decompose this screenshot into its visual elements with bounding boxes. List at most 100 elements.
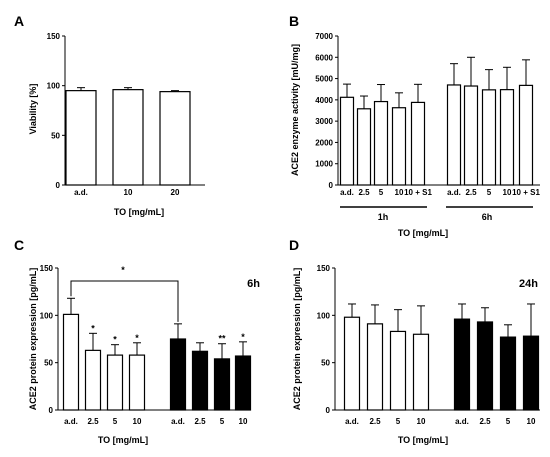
panel-d-y-tick-label: 50 — [321, 359, 330, 368]
panel-b-bar — [446, 84, 462, 186]
panel-d-bar — [412, 333, 430, 411]
panel-d-x-axis-title: TO [mg/mL] — [398, 435, 448, 445]
panel-a-y-axis-title: Viability [%] — [28, 84, 38, 135]
panel-c-bar — [106, 354, 124, 411]
panel-a-bar — [112, 89, 144, 186]
panel-a-category-label: 20 — [171, 188, 180, 197]
panel-b-category-label: 10 + S1 — [512, 188, 540, 197]
panel-c-category-label: a.d. — [64, 417, 78, 426]
panel-c-bracket-significance: * — [121, 265, 125, 275]
panel-b-y-tick-label: 0 — [329, 181, 334, 190]
panel-c-y-tick-label: 100 — [40, 311, 54, 320]
panel-c-x-axis-title: TO [mg/mL] — [98, 435, 148, 445]
panel-b-y-tick-label: 5000 — [315, 75, 333, 84]
panel-b-y-tick-label: 6000 — [315, 53, 333, 62]
panel-d-bar — [476, 321, 494, 411]
panel-a-category-label: 10 — [124, 188, 133, 197]
panel-b-bar — [410, 101, 426, 186]
panel-c-y-tick-label: 150 — [40, 264, 54, 273]
panel-c-category-label: 10 — [133, 417, 142, 426]
panel-b-bar — [391, 107, 407, 186]
panel-c-significance-mark: * — [135, 333, 139, 343]
panel-c-category-label: 2.5 — [194, 417, 206, 426]
panel-d-category-label: a.d. — [345, 417, 359, 426]
panel-d-bar — [499, 336, 517, 411]
panel-letter-d: D — [289, 237, 299, 253]
panel-d-category-label: a.d. — [455, 417, 469, 426]
panel-c-y-tick-label: 50 — [44, 359, 53, 368]
panel-c-bar — [191, 350, 209, 411]
panel-b-bar — [339, 96, 355, 186]
panel-d-bar — [389, 330, 407, 411]
panel-c-bar — [234, 355, 252, 411]
panel-a-y-tick-label: 50 — [51, 131, 60, 140]
panel-d-category-label: 2.5 — [479, 417, 491, 426]
panel-letter-b: B — [289, 13, 299, 29]
panel-c-significance-mark: * — [113, 335, 117, 345]
panel-c-bar — [84, 349, 102, 411]
panel-a-y-tick-label: 150 — [47, 32, 61, 41]
panel-c-bar — [213, 358, 231, 411]
panel-b-bar — [463, 85, 479, 186]
panel-d-bar — [343, 316, 361, 411]
panel-b-x-axis-title: TO [mg/mL] — [398, 228, 448, 238]
panel-c-bar — [62, 313, 80, 411]
panel-b-group-label-1h: 1h — [378, 212, 389, 222]
panel-c-bar — [128, 354, 146, 411]
panel-b-bar — [481, 89, 497, 186]
panel-a-category-label: a.d. — [74, 188, 88, 197]
panel-b-category-label: 5 — [487, 188, 492, 197]
panel-letter-c: C — [14, 237, 24, 253]
panel-c-time-annotation: 6h — [247, 278, 260, 290]
panel-c-bar — [169, 338, 187, 411]
panel-b-category-label: 10 — [503, 188, 512, 197]
panel-b-y-tick-label: 4000 — [315, 96, 333, 105]
panel-d-bar — [366, 323, 384, 411]
panel-b-category-label: 2.5 — [465, 188, 477, 197]
panel-a-x-axis-title: TO [mg/mL] — [114, 207, 164, 217]
panel-d-y-axis-title: ACE2 protein expression [pg/mL] — [292, 268, 302, 411]
panel-d-y-tick-label: 0 — [326, 406, 331, 415]
panel-a-y-tick-label: 100 — [47, 82, 61, 91]
panel-a-bar — [159, 91, 191, 186]
panel-d-category-label: 2.5 — [369, 417, 381, 426]
panel-b-category-label: 2.5 — [358, 188, 370, 197]
panel-letter-a: A — [14, 13, 24, 29]
panel-b-bar — [373, 100, 389, 186]
panel-d-time-annotation: 24h — [519, 278, 538, 290]
panel-a-y-tick-label: 0 — [56, 181, 61, 190]
panel-a-bar — [65, 90, 97, 186]
panel-b-category-label: a.d. — [340, 188, 354, 197]
panel-c-significance-mark: ** — [218, 334, 226, 344]
panel-b-bar — [499, 89, 515, 186]
panel-c-category-label: 10 — [239, 417, 248, 426]
panel-c-y-tick-label: 0 — [49, 406, 54, 415]
panel-c-significance-mark: * — [241, 332, 245, 342]
panel-d-plot: 0 50 100 150 a.d. 2.5 5 10 a.d. 2.5 5 10 — [317, 264, 540, 426]
panel-c-category-label: 5 — [113, 417, 118, 426]
panel-b-category-label: 10 — [395, 188, 404, 197]
panel-b-y-axis-title: ACE2 enzyme activity [mU/mg] — [290, 44, 300, 176]
panel-b-y-tick-label: 1000 — [315, 160, 333, 169]
panel-b-category-label: 5 — [379, 188, 384, 197]
panel-c-comparison-bracket — [70, 280, 179, 322]
panel-b-y-tick-label: 3000 — [315, 117, 333, 126]
panel-c-plot: 0 50 100 150 a.d. 2.5 * 5 * 10 * a.d. 2.5 5 ** 10 * — [40, 264, 252, 426]
panel-d-y-tick-label: 150 — [317, 264, 331, 273]
panel-c-category-label: 5 — [220, 417, 225, 426]
panel-c-y-axis-title: ACE2 protein expression [pg/mL] — [28, 268, 38, 411]
panel-c-category-label: 2.5 — [87, 417, 99, 426]
panel-b-bar — [356, 108, 372, 186]
panel-b-y-tick-label: 2000 — [315, 138, 333, 147]
panel-d-category-label: 10 — [527, 417, 536, 426]
panel-b-y-tick-label: 7000 — [315, 32, 333, 41]
panel-d-category-label: 5 — [396, 417, 401, 426]
panel-b-category-label: a.d. — [447, 188, 461, 197]
panel-d-category-label: 5 — [506, 417, 511, 426]
panel-b-bar — [518, 84, 534, 186]
panel-c-category-label: a.d. — [171, 417, 185, 426]
panel-d-bar — [453, 318, 471, 411]
